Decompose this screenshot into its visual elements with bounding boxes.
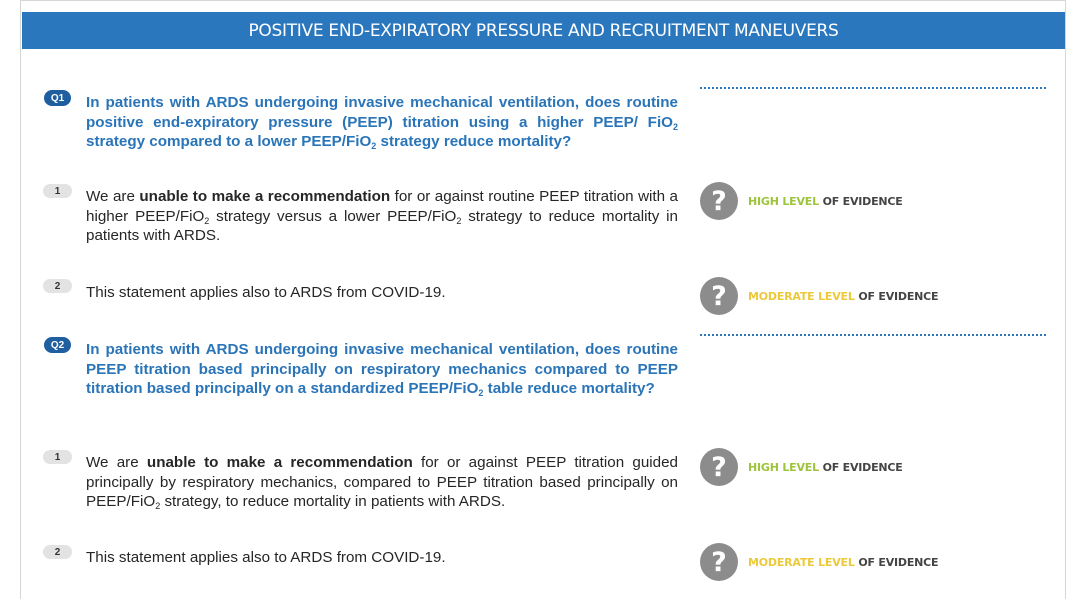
question-badge-q1: Q1 [44,90,71,106]
statement-q1-1: We are unable to make a recommendation f… [86,188,678,244]
statement-badge: 1 [43,184,72,198]
divider-dotted [700,87,1046,89]
section-banner: POSITIVE END-EXPIRATORY PRESSURE AND REC… [22,12,1065,49]
evidence-level-label: MODERATE LEVEL OF EVIDENCE [748,556,939,569]
question-badge-q2: Q2 [44,337,71,353]
question-mark-icon: ? [700,277,738,315]
statement-q2-2: This statement applies also to ARDS from… [86,549,446,566]
question-mark-icon: ? [700,543,738,581]
statement-badge: 2 [43,279,72,293]
question-mark-icon: ? [700,182,738,220]
evidence-level-label: HIGH LEVEL OF EVIDENCE [748,461,903,474]
statement-q1-2: This statement applies also to ARDS from… [86,284,446,301]
page-frame [20,0,1066,599]
evidence-level-label: MODERATE LEVEL OF EVIDENCE [748,290,939,303]
question-mark-icon: ? [700,448,738,486]
statement-badge: 1 [43,450,72,464]
question-q2: In patients with ARDS undergoing invasiv… [86,341,678,398]
statement-q2-1: We are unable to make a recommendation f… [86,454,678,511]
question-q1: In patients with ARDS undergoing invasiv… [86,94,678,151]
divider-dotted [700,334,1046,336]
statement-badge: 2 [43,545,72,559]
section-title: POSITIVE END-EXPIRATORY PRESSURE AND REC… [248,20,839,41]
evidence-level-label: HIGH LEVEL OF EVIDENCE [748,195,903,208]
